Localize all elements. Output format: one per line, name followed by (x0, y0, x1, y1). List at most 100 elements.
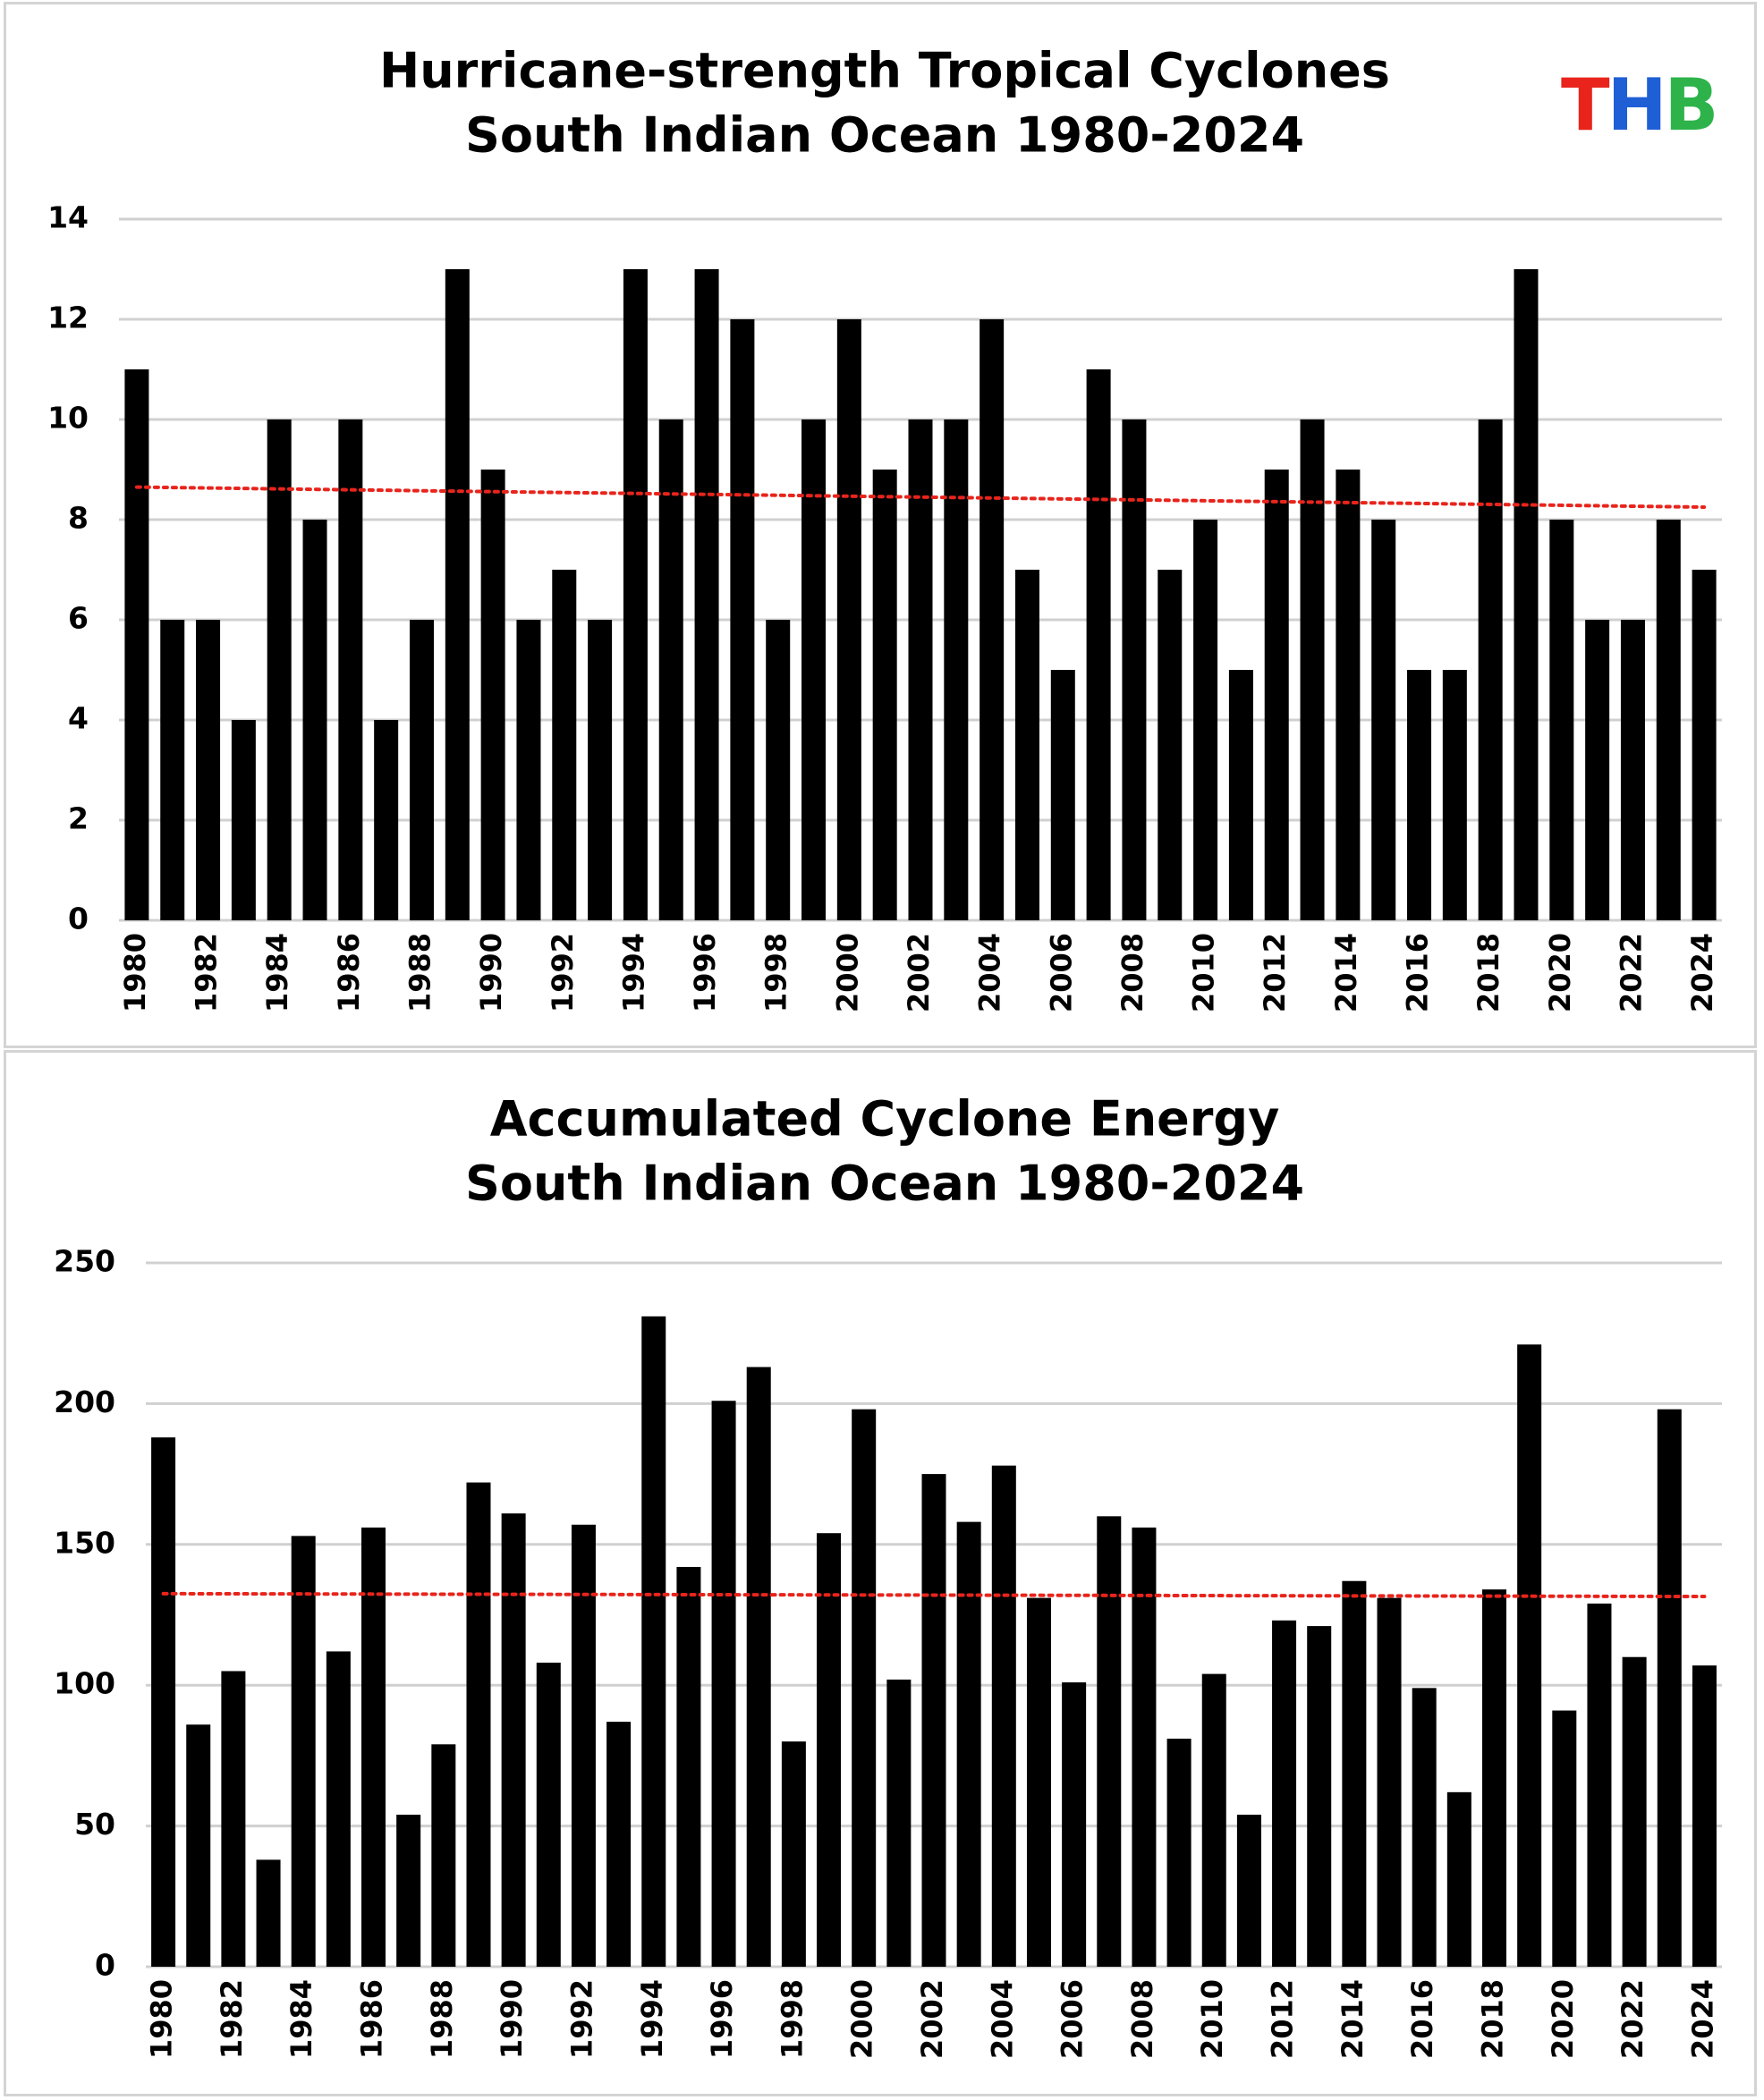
x-tick-label: 2010 (1195, 1979, 1229, 2059)
x-tick-label: 2022 (1616, 1979, 1650, 2059)
thb-logo: THB (1561, 64, 1719, 147)
bar-2005 (1014, 570, 1039, 920)
bar-1995 (676, 1566, 701, 1967)
x-tick-label: 2012 (1266, 1979, 1300, 2059)
bar-1991 (536, 1663, 561, 1967)
bar-1989 (466, 1482, 491, 1967)
ace-chart: Accumulated Cyclone Energy South Indian O… (54, 1091, 1722, 2059)
y-tick-label: 50 (74, 1807, 115, 1842)
x-tick-label: 2018 (1471, 933, 1505, 1012)
x-tick-label: 2014 (1329, 933, 1363, 1012)
x-tick-label: 2006 (1056, 1979, 1090, 2059)
x-tick-label: 2012 (1258, 933, 1292, 1012)
chart-title-line-2: South Indian Ocean 1980-2024 (465, 1156, 1304, 1212)
bar-1991 (516, 620, 541, 920)
x-tick-label: 1990 (495, 1979, 529, 2059)
y-tick-label: 100 (54, 1666, 115, 1701)
bar-2003 (956, 1521, 981, 1967)
bar-1988 (409, 620, 434, 920)
bar-1997 (746, 1367, 771, 1967)
bar-1984 (291, 1536, 316, 1967)
bar-2013 (1300, 419, 1325, 920)
bar-2014 (1336, 470, 1361, 920)
bar-1987 (396, 1815, 421, 1967)
bar-1996 (694, 269, 719, 920)
bar-2022 (1622, 1656, 1647, 1967)
bar-1992 (552, 570, 577, 920)
y-tick-label: 10 (47, 401, 89, 436)
x-tick-label: 2024 (1685, 933, 1719, 1012)
bar-1989 (445, 269, 470, 920)
bar-2005 (1026, 1597, 1051, 1967)
x-tick-label: 1984 (284, 1979, 318, 2059)
bar-2012 (1272, 1620, 1297, 1967)
bar-2018 (1478, 419, 1503, 920)
bar-1986 (338, 419, 363, 920)
bar-2010 (1193, 520, 1218, 920)
y-tick-label: 200 (54, 1384, 115, 1419)
bar-2021 (1585, 620, 1610, 920)
x-tick-label: 2002 (915, 1979, 949, 2059)
bar-1981 (186, 1724, 211, 1967)
bar-1998 (766, 620, 791, 920)
bar-2017 (1446, 1791, 1471, 1967)
x-tick-label: 2000 (845, 1979, 879, 2059)
bar-2008 (1122, 419, 1147, 920)
logo-letter-t: T (1561, 64, 1610, 147)
x-tick-label: 2020 (1543, 933, 1577, 1012)
x-tick-label: 2010 (1187, 933, 1221, 1012)
x-tick-label: 2016 (1405, 1979, 1439, 2059)
bar-2018 (1481, 1589, 1506, 1967)
bar-1982 (221, 1671, 246, 1967)
y-tick-label: 14 (47, 200, 89, 235)
x-tick-label: 2000 (830, 933, 864, 1012)
logo-letter-h: H (1607, 64, 1667, 147)
bar-1994 (641, 1316, 666, 1967)
chart-title-line-2: South Indian Ocean 1980-2024 (465, 107, 1304, 164)
x-tick-label: 2020 (1546, 1979, 1580, 2059)
bar-1993 (588, 620, 613, 920)
bar-2016 (1407, 670, 1432, 920)
trendline (134, 485, 1707, 509)
bar-2008 (1132, 1527, 1157, 1967)
bar-2009 (1166, 1739, 1192, 1967)
x-tick-label: 1982 (190, 933, 224, 1012)
bar-1999 (817, 1533, 842, 1967)
x-tick-label: 1990 (474, 933, 508, 1012)
x-tick-label: 1988 (425, 1979, 459, 2059)
bar-1993 (606, 1722, 632, 1967)
x-tick-label: 1986 (355, 1979, 389, 2059)
bar-1998 (781, 1741, 806, 1967)
bar-2015 (1377, 1597, 1402, 1967)
bar-2007 (1097, 1516, 1122, 1967)
bar-2017 (1442, 670, 1467, 920)
x-tick-label: 2008 (1125, 1979, 1159, 2059)
chart-title-line-1: Hurricane-strength Tropical Cyclones (379, 43, 1390, 99)
bar-1985 (302, 520, 327, 920)
bar-2014 (1342, 1580, 1367, 1967)
x-tick-label: 1986 (332, 933, 366, 1012)
bar-1996 (711, 1401, 736, 1967)
bar-2006 (1062, 1682, 1087, 1967)
bar-2002 (908, 419, 933, 920)
bar-1990 (480, 470, 505, 920)
x-tick-label: 2018 (1475, 1979, 1509, 2059)
bar-2019 (1514, 269, 1539, 920)
y-tick-label: 250 (54, 1244, 115, 1279)
bar-1980 (151, 1437, 176, 1967)
bar-1990 (501, 1513, 526, 1967)
hurricane-count-chart: Hurricane-strength Tropical Cyclones Sout… (47, 43, 1722, 1012)
bar-2003 (944, 419, 969, 920)
bar-1985 (326, 1651, 351, 1967)
bar-2013 (1307, 1626, 1332, 1967)
chart-title-line-1: Accumulated Cyclone Energy (490, 1091, 1280, 1147)
x-tick-label: 2016 (1401, 933, 1435, 1012)
x-tick-label: 2002 (902, 933, 936, 1012)
x-tick-label: 1998 (775, 1979, 809, 2059)
bar-2024 (1692, 1665, 1717, 1967)
y-tick-label: 12 (47, 301, 89, 335)
bar-1984 (267, 419, 292, 920)
x-tick-label: 2008 (1115, 933, 1149, 1012)
bar-2011 (1236, 1815, 1261, 1967)
bar-2020 (1549, 520, 1574, 920)
